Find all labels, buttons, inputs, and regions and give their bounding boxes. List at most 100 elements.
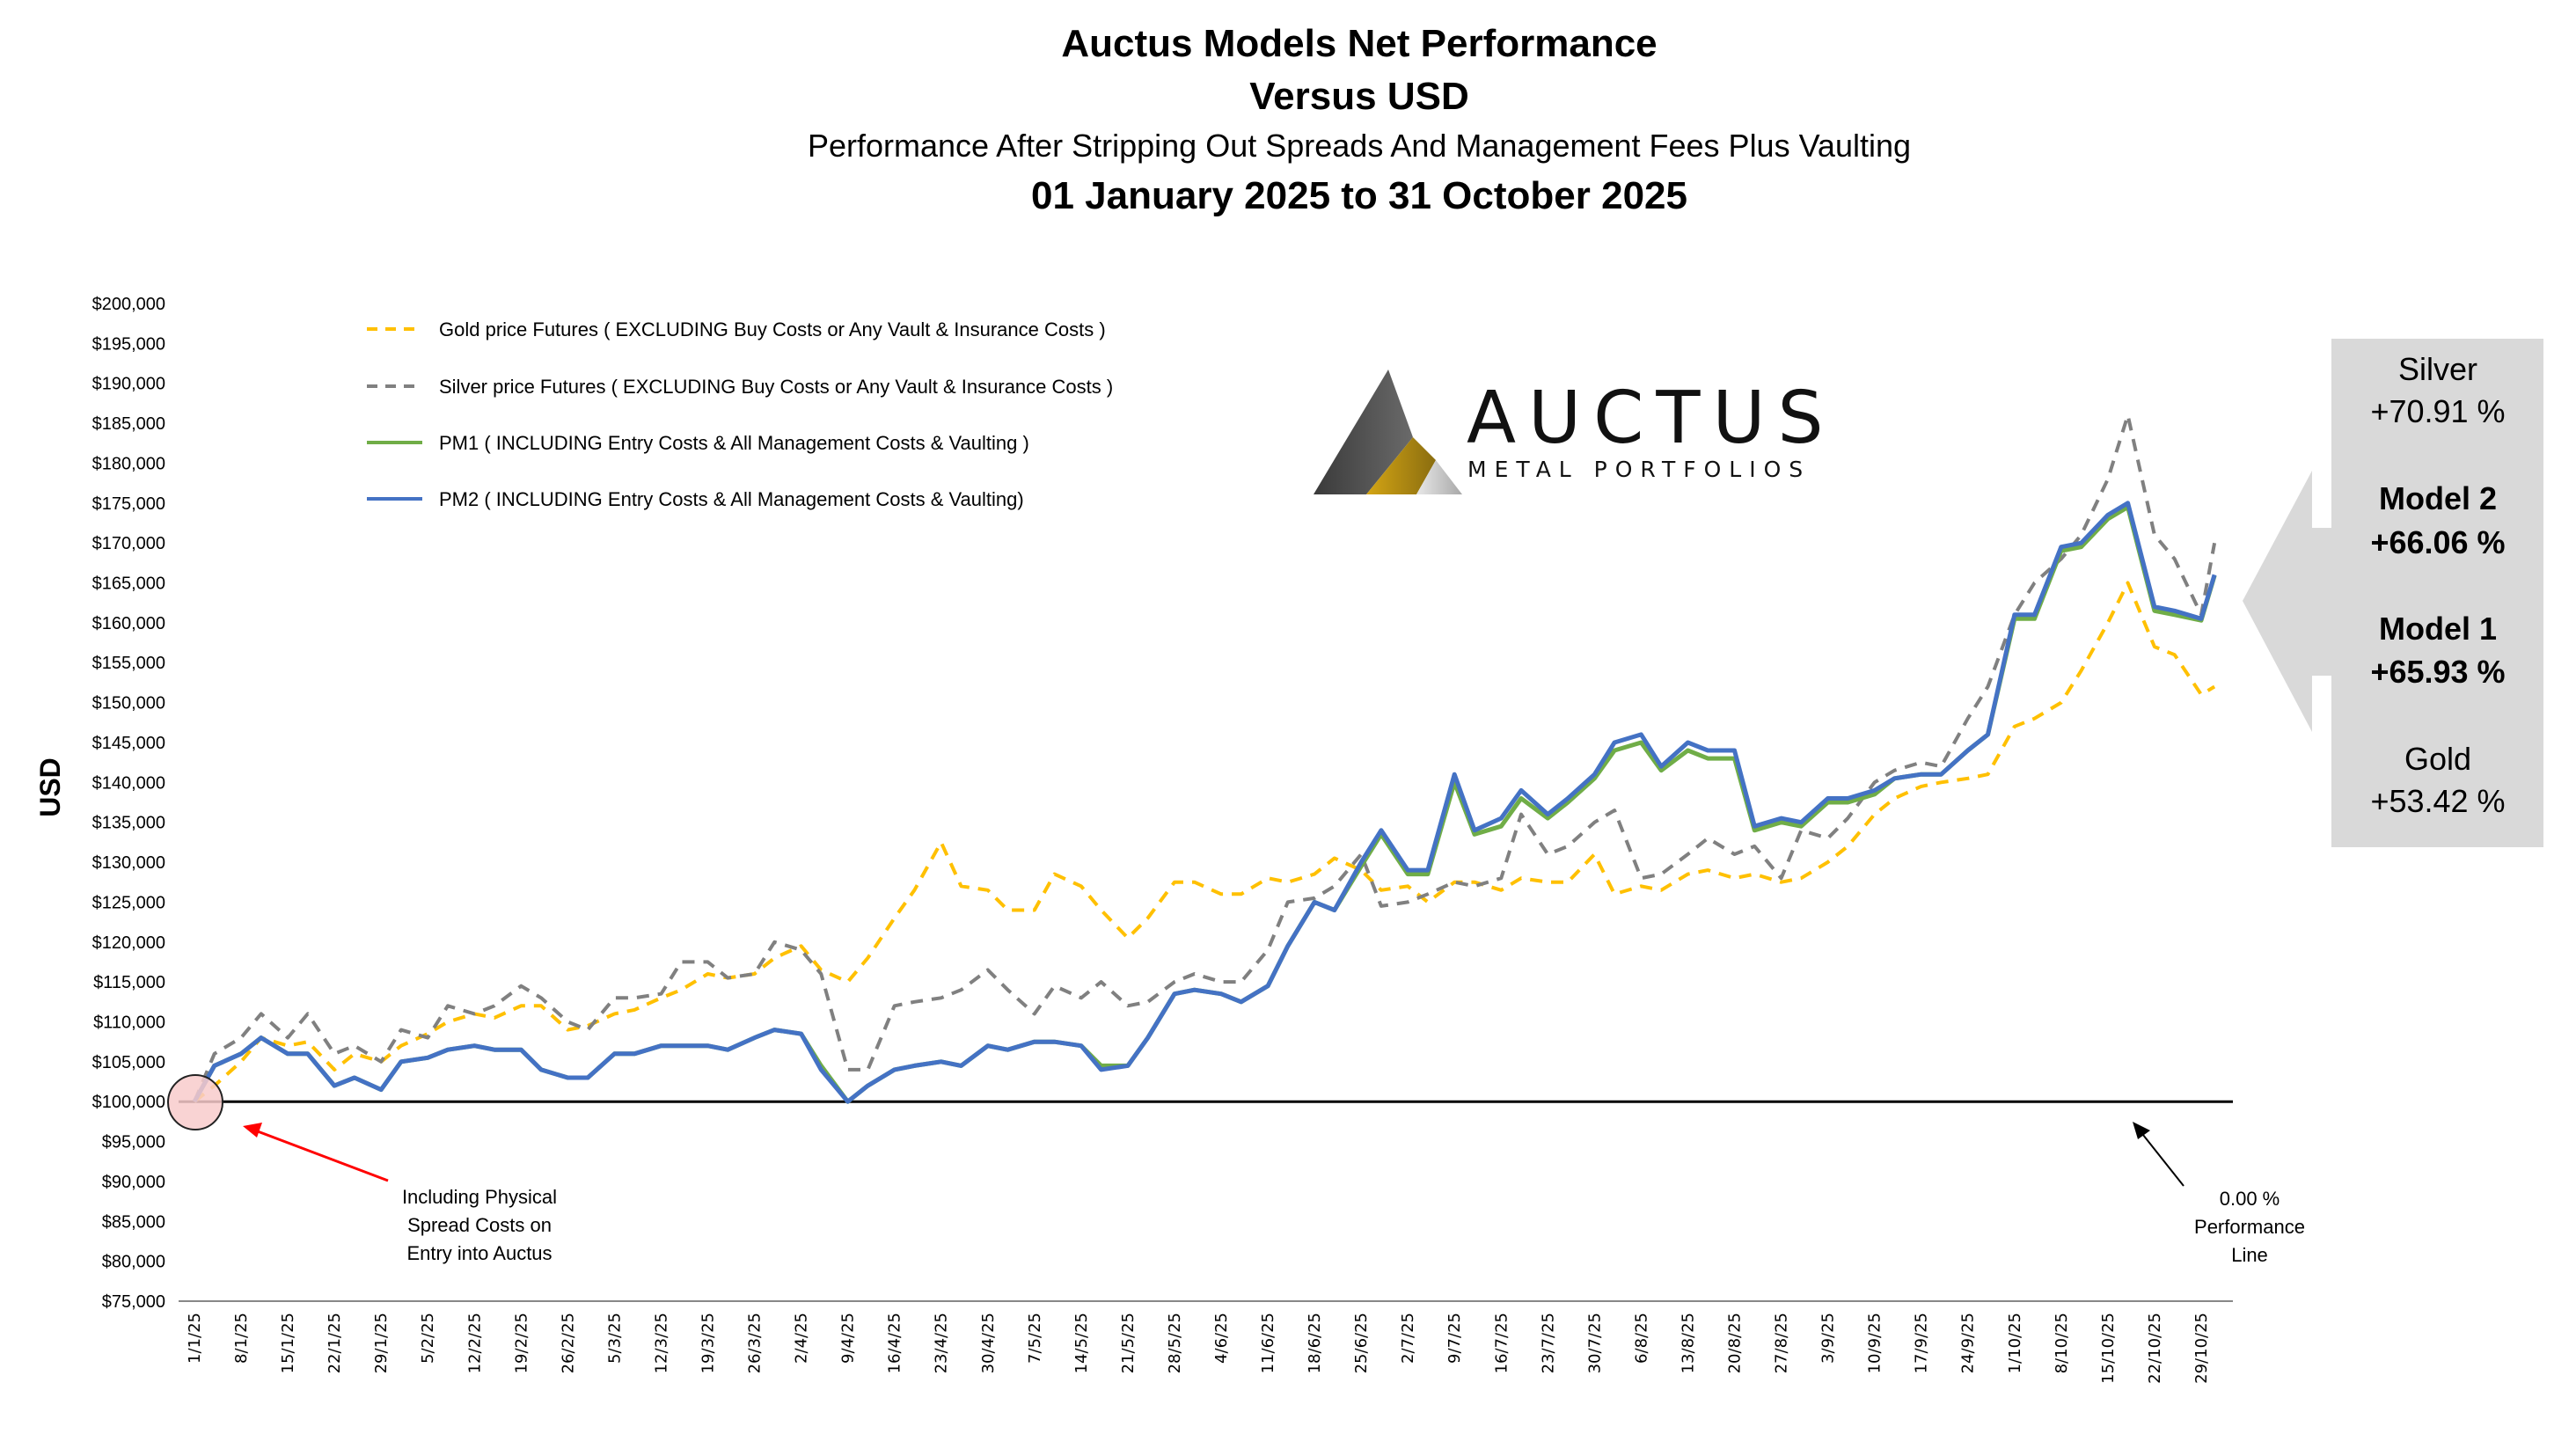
y-tick-label: $105,000 [92, 1053, 165, 1072]
y-tick-label: $130,000 [92, 853, 165, 873]
x-tick-label: 24/9/25 [1959, 1313, 1978, 1373]
y-tick-label: $90,000 [102, 1173, 165, 1192]
x-axis-ticks: 1/1/25 8/1/25 15/1/25 22/1/25 29/1/25 5/2/25 1… [186, 1313, 2211, 1384]
x-tick-label: 8/1/25 [232, 1313, 251, 1364]
y-tick-label: $165,000 [92, 574, 165, 594]
logo-tagline: METAL PORTFOLIOS [1467, 457, 1811, 482]
entry-note-line3: Entry into Auctus [406, 1242, 552, 1264]
y-tick-label: $100,000 [92, 1093, 165, 1112]
x-tick-label: 11/6/25 [1259, 1313, 1277, 1373]
entry-cost-arrowhead [243, 1123, 262, 1138]
x-tick-label: 18/6/25 [1306, 1313, 1324, 1373]
y-tick-label: $175,000 [92, 494, 165, 514]
chart-subtitle: Performance After Stripping Out Spreads … [808, 128, 1911, 164]
zero-line-arrowhead [2133, 1122, 2150, 1139]
entry-cost-arrow [250, 1127, 389, 1182]
y-axis-label: USD [34, 757, 66, 817]
summary-model1-label: Model 1 [2379, 611, 2497, 647]
y-tick-label: $85,000 [102, 1212, 165, 1232]
x-tick-label: 5/3/25 [605, 1313, 624, 1364]
x-tick-label: 14/5/25 [1072, 1313, 1091, 1373]
x-tick-label: 23/7/25 [1539, 1313, 1557, 1373]
x-tick-label: 16/7/25 [1492, 1313, 1511, 1373]
x-tick-label: 9/4/25 [839, 1313, 858, 1364]
x-tick-label: 10/9/25 [1866, 1313, 1884, 1373]
summary-arrow [2243, 471, 2333, 732]
y-tick-label: $200,000 [92, 295, 165, 314]
x-tick-label: 16/4/25 [886, 1313, 904, 1373]
legend-pm2-label: PM2 ( INCLUDING Entry Costs & All Manage… [439, 488, 1024, 510]
logo-triangle-gold [1366, 437, 1436, 494]
x-tick-label: 1/1/25 [186, 1313, 204, 1364]
y-tick-label: $190,000 [92, 375, 165, 394]
x-tick-label: 12/2/25 [465, 1313, 484, 1373]
x-tick-label: 29/1/25 [372, 1313, 391, 1373]
summary-gold-label: Gold [2404, 741, 2471, 777]
legend-pm1-label: PM1 ( INCLUDING Entry Costs & All Manage… [439, 432, 1029, 454]
x-tick-label: 17/9/25 [1913, 1313, 1931, 1373]
entry-cost-marker [167, 1074, 223, 1130]
y-tick-label: $150,000 [92, 694, 165, 713]
logo-wordmark: AUCTUS [1467, 377, 1836, 460]
zero-note-line3: Line [2231, 1244, 2268, 1266]
x-tick-label: 30/4/25 [979, 1313, 998, 1373]
zero-line-annotation: 0.00 % Performance Line [2133, 1122, 2305, 1266]
y-tick-label: $180,000 [92, 454, 165, 473]
entry-note-line1: Including Physical [402, 1186, 557, 1208]
legend-pm1: PM1 ( INCLUDING Entry Costs & All Manage… [367, 432, 1029, 454]
x-tick-label: 2/7/25 [1399, 1313, 1417, 1364]
entry-cost-annotation: Including Physical Spread Costs on Entry… [167, 1074, 557, 1264]
summary-gold-value: +53.42 % [2370, 783, 2505, 819]
zero-note-line1: 0.00 % [2220, 1188, 2280, 1210]
zero-note-line2: Performance [2194, 1216, 2305, 1238]
legend-silver: Silver price Futures ( EXCLUDING Buy Cos… [367, 376, 1113, 398]
y-tick-label: $155,000 [92, 654, 165, 673]
x-tick-label: 8/10/25 [2053, 1313, 2071, 1373]
y-tick-label: $140,000 [92, 773, 165, 793]
y-tick-label: $145,000 [92, 734, 165, 753]
gold-series-line [193, 581, 2216, 1103]
x-tick-label: 22/10/25 [2146, 1313, 2164, 1384]
summary-box [2331, 339, 2543, 847]
x-tick-label: 15/1/25 [279, 1313, 297, 1373]
y-tick-label: $120,000 [92, 933, 165, 953]
x-tick-label: 20/8/25 [1726, 1313, 1745, 1373]
summary-silver-value: +70.91 % [2370, 393, 2505, 429]
summary-model2-value: +66.06 % [2370, 524, 2505, 560]
summary-silver-label: Silver [2398, 351, 2477, 387]
x-tick-label: 22/1/25 [326, 1313, 344, 1373]
y-tick-label: $95,000 [102, 1133, 165, 1152]
x-tick-label: 28/5/25 [1166, 1313, 1184, 1373]
x-tick-label: 1/10/25 [2006, 1313, 2024, 1373]
x-tick-label: 15/10/25 [2099, 1313, 2118, 1384]
x-tick-label: 7/5/25 [1026, 1313, 1044, 1364]
x-tick-label: 12/3/25 [652, 1313, 670, 1373]
y-tick-label: $185,000 [92, 414, 165, 434]
chart-title-line2: Versus USD [1249, 75, 1468, 118]
summary-callout: Silver +70.91 % Model 2 +66.06 % Model 1… [2243, 339, 2543, 847]
x-tick-label: 27/8/25 [1773, 1313, 1791, 1373]
summary-model2-label: Model 2 [2379, 480, 2497, 516]
x-tick-label: 13/8/25 [1679, 1313, 1697, 1373]
x-tick-label: 3/9/25 [1819, 1313, 1838, 1364]
entry-note-line2: Spread Costs on [407, 1214, 552, 1236]
pm1-series-line [192, 504, 2217, 1104]
legend-silver-label: Silver price Futures ( EXCLUDING Buy Cos… [439, 376, 1113, 398]
y-tick-label: $115,000 [93, 973, 165, 992]
x-tick-label: 5/2/25 [419, 1313, 437, 1364]
legend-gold: Gold price Futures ( EXCLUDING Buy Costs… [367, 318, 1106, 340]
series-group [192, 413, 2217, 1104]
pm2-series-line [192, 501, 2217, 1104]
x-tick-label: 30/7/25 [1585, 1313, 1604, 1373]
x-tick-label: 29/10/25 [2192, 1313, 2211, 1384]
legend: Gold price Futures ( EXCLUDING Buy Costs… [367, 318, 1113, 510]
legend-gold-label: Gold price Futures ( EXCLUDING Buy Costs… [439, 318, 1106, 340]
legend-pm2: PM2 ( INCLUDING Entry Costs & All Manage… [367, 488, 1024, 510]
y-tick-label: $135,000 [92, 814, 165, 833]
silver-series-line [193, 413, 2217, 1102]
y-tick-label: $170,000 [92, 534, 165, 553]
chart-period: 01 January 2025 to 31 October 2025 [1031, 174, 1687, 217]
x-tick-label: 26/3/25 [746, 1313, 765, 1373]
y-tick-label: $75,000 [102, 1292, 165, 1312]
